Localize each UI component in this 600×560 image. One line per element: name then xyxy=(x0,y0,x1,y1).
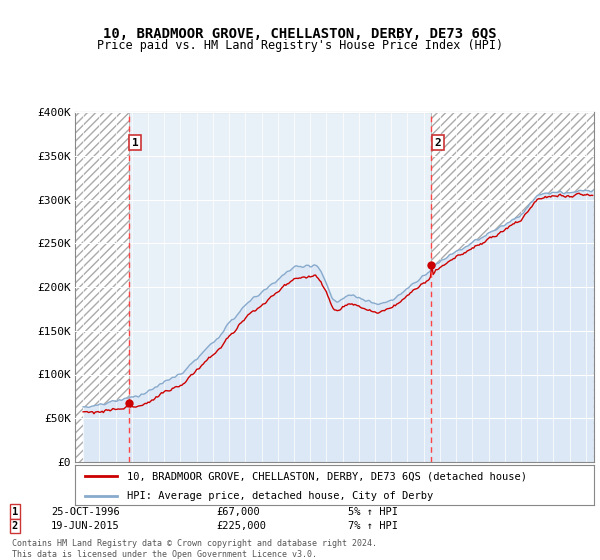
Text: 1: 1 xyxy=(12,507,18,516)
Text: 2: 2 xyxy=(12,521,18,531)
Bar xyxy=(431,112,594,462)
Bar xyxy=(75,112,128,462)
Text: 10, BRADMOOR GROVE, CHELLASTON, DERBY, DE73 6QS: 10, BRADMOOR GROVE, CHELLASTON, DERBY, D… xyxy=(103,27,497,41)
Text: 2: 2 xyxy=(434,138,441,148)
Text: Price paid vs. HM Land Registry's House Price Index (HPI): Price paid vs. HM Land Registry's House … xyxy=(97,39,503,52)
Text: 25-OCT-1996: 25-OCT-1996 xyxy=(51,507,120,516)
Text: HPI: Average price, detached house, City of Derby: HPI: Average price, detached house, City… xyxy=(127,491,433,501)
Text: 7% ↑ HPI: 7% ↑ HPI xyxy=(348,521,398,531)
Text: £225,000: £225,000 xyxy=(216,521,266,531)
Text: 10, BRADMOOR GROVE, CHELLASTON, DERBY, DE73 6QS (detached house): 10, BRADMOOR GROVE, CHELLASTON, DERBY, D… xyxy=(127,471,527,481)
Text: 1: 1 xyxy=(132,138,139,148)
Text: 19-JUN-2015: 19-JUN-2015 xyxy=(51,521,120,531)
Text: Contains HM Land Registry data © Crown copyright and database right 2024.
This d: Contains HM Land Registry data © Crown c… xyxy=(12,539,377,559)
Text: 5% ↑ HPI: 5% ↑ HPI xyxy=(348,507,398,516)
Text: £67,000: £67,000 xyxy=(216,507,260,516)
